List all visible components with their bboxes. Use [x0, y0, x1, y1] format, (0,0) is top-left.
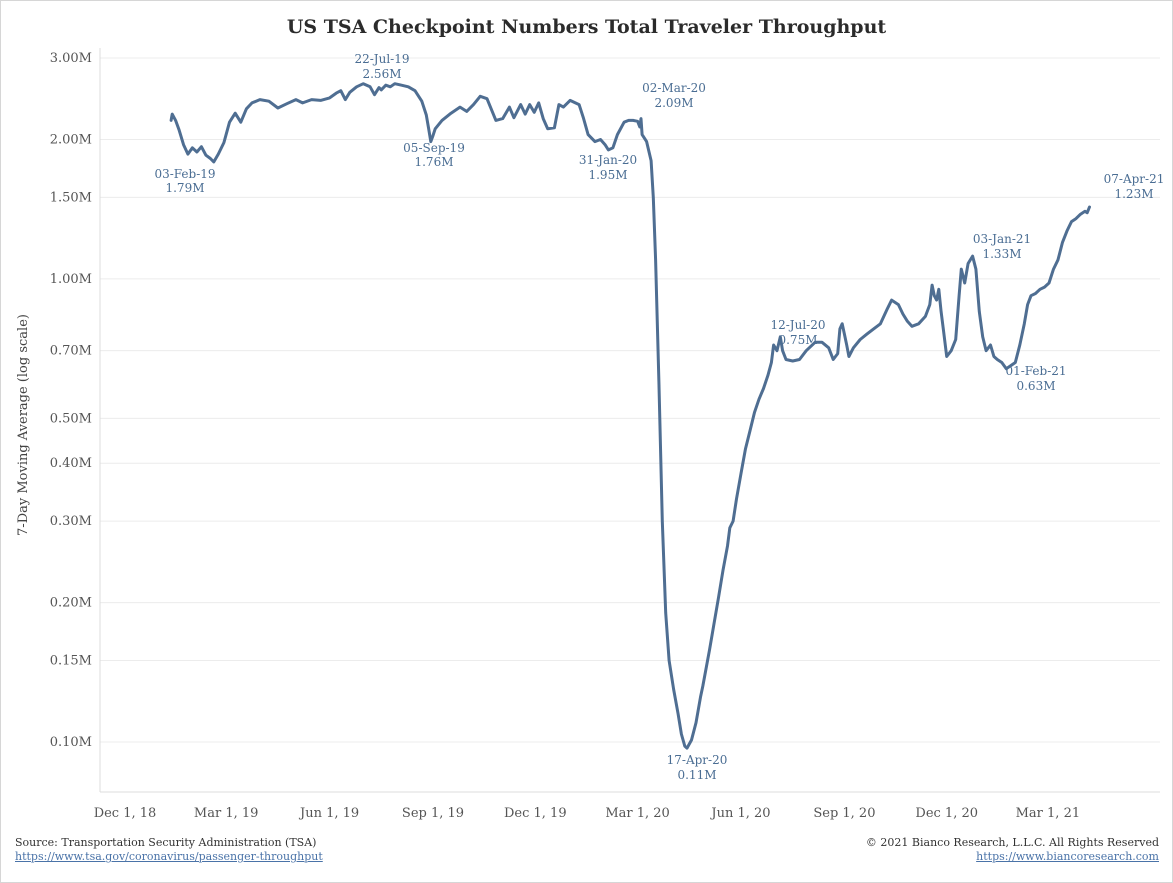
annotation-value: 1.79M — [165, 181, 204, 195]
annotation-date: 01-Feb-21 — [1005, 364, 1066, 378]
annotation-value: 1.23M — [1114, 187, 1153, 201]
y-tick-label: 1.00M — [50, 272, 92, 287]
y-tick-label: 3.00M — [50, 51, 92, 66]
annotation-value: 2.56M — [362, 67, 401, 81]
x-tick-label: Mar 1, 20 — [605, 806, 670, 821]
x-axis-ticks: Dec 1, 18 Mar 1, 19 Jun 1, 19 Sep 1, 19 Dec … — [94, 806, 1080, 821]
annotation-date: 03-Jan-21 — [973, 232, 1031, 246]
x-tick-label: Jun 1, 20 — [709, 806, 770, 821]
footer-copyright: © 2021 Bianco Research, L.L.C. All Right… — [866, 836, 1159, 864]
x-tick-label: Jun 1, 19 — [298, 806, 359, 821]
annotation-date: 07-Apr-21 — [1104, 172, 1165, 186]
annotation-value: 0.75M — [778, 333, 817, 347]
y-axis-label: 7-Day Moving Average (log scale) — [16, 314, 31, 536]
x-tick-label: Dec 1, 18 — [94, 806, 157, 821]
y-tick-label: 2.00M — [50, 133, 92, 148]
x-tick-label: Dec 1, 20 — [915, 806, 978, 821]
annotation-value: 1.76M — [414, 155, 453, 169]
annotation-value: 0.11M — [677, 768, 716, 782]
series-group — [169, 82, 1091, 750]
x-tick-label: Mar 1, 21 — [1016, 806, 1081, 821]
grid-lines — [99, 48, 1160, 793]
annotations: 03-Feb-191.79M 22-Jul-192.56M 05-Sep-191.7… — [154, 52, 1164, 782]
y-axis-ticks: 3.00M 2.00M 1.50M 1.00M 0.70M 0.50M 0.40M 0.30M… — [50, 51, 92, 750]
x-tick-label: Sep 1, 19 — [402, 806, 464, 821]
site-link[interactable]: https://www.biancoresearch.com — [976, 850, 1159, 863]
annotation-value: 0.63M — [1016, 379, 1055, 393]
annotation-date: 02-Mar-20 — [642, 81, 706, 95]
x-tick-label: Dec 1, 19 — [504, 806, 567, 821]
annotation-date: 05-Sep-19 — [403, 141, 465, 155]
source-text: Source: Transportation Security Administ… — [15, 836, 317, 849]
source-link[interactable]: https://www.tsa.gov/coronavirus/passenge… — [15, 850, 323, 863]
annotation-value: 1.33M — [982, 247, 1021, 261]
annotation-value: 2.09M — [654, 96, 693, 110]
y-tick-label: 0.15M — [50, 653, 92, 668]
footer-source: Source: Transportation Security Administ… — [15, 836, 323, 864]
copyright-text: © 2021 Bianco Research, L.L.C. All Right… — [865, 836, 1159, 849]
annotation-value: 1.95M — [588, 168, 627, 182]
x-tick-label: Mar 1, 19 — [194, 806, 259, 821]
y-tick-label: 0.20M — [50, 596, 92, 611]
chart-title: US TSA Checkpoint Numbers Total Traveler… — [286, 16, 887, 38]
y-tick-label: 0.70M — [50, 344, 92, 359]
annotation-date: 22-Jul-19 — [354, 52, 409, 66]
series-line — [169, 82, 1091, 750]
y-tick-label: 0.30M — [50, 514, 92, 529]
y-tick-label: 0.40M — [50, 456, 92, 471]
y-tick-label: 0.10M — [50, 735, 92, 750]
y-tick-label: 0.50M — [50, 411, 92, 426]
y-tick-label: 1.50M — [50, 190, 92, 205]
annotation-date: 12-Jul-20 — [770, 318, 825, 332]
annotation-date: 17-Apr-20 — [667, 753, 728, 767]
annotation-date: 31-Jan-20 — [579, 153, 637, 167]
annotation-date: 03-Feb-19 — [154, 167, 215, 181]
x-tick-label: Sep 1, 20 — [813, 806, 875, 821]
